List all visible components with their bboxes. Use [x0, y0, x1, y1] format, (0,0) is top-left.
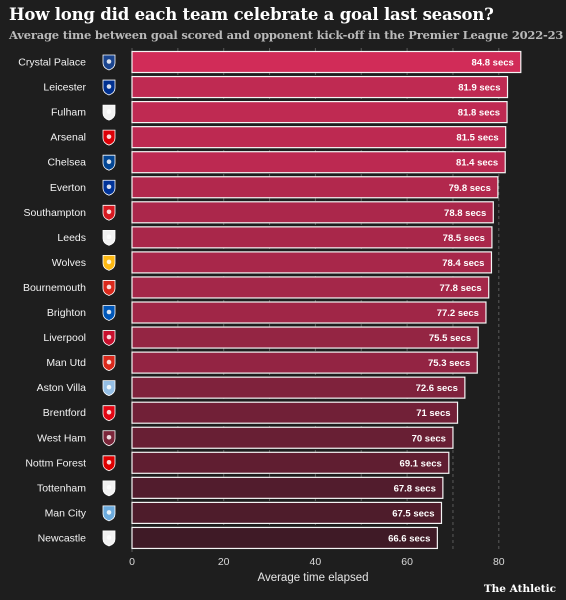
liverpool-badge-icon — [102, 330, 116, 346]
team-label: Newcastle — [38, 532, 87, 544]
bar — [131, 376, 466, 399]
leeds-badge-icon — [102, 229, 116, 246]
x-tick-label: 40 — [310, 556, 322, 568]
bar — [131, 326, 479, 349]
crystal-palace-badge-icon — [102, 54, 116, 71]
bar-value-label: 78.5 secs — [443, 233, 485, 244]
bar-value-label: 77.2 secs — [437, 308, 479, 319]
team-label: Tottenham — [37, 482, 86, 494]
bar-value-label: 77.8 secs — [439, 283, 481, 294]
bar — [131, 100, 508, 124]
bar — [131, 75, 509, 99]
bar — [131, 451, 450, 474]
bar — [131, 501, 443, 524]
bar-value-label: 78.8 secs — [444, 208, 486, 219]
team-label: Fulham — [51, 107, 86, 119]
bar-value-label: 72.6 secs — [416, 383, 458, 394]
grid-layer — [131, 48, 500, 552]
x-tick-label: 20 — [218, 556, 230, 568]
bar-value-label: 81.5 secs — [456, 133, 498, 144]
bar — [131, 201, 494, 224]
brentford-badge-icon — [102, 405, 116, 422]
team-label: Aston Villa — [37, 382, 87, 394]
arsenal-badge-icon — [102, 129, 116, 146]
x-tick-label: 60 — [401, 556, 413, 568]
bars-layer — [131, 50, 522, 550]
labels-layer: 84.8 secs Crystal Palace 81.9 secs Leiceste… — [18, 54, 514, 547]
team-label: West Ham — [37, 432, 86, 444]
team-label: Man Utd — [46, 357, 86, 369]
bar-value-label: 67.5 secs — [392, 508, 434, 519]
bar — [131, 426, 454, 449]
x-tick-label: 80 — [493, 556, 505, 568]
bar — [131, 50, 522, 74]
wolves-badge-icon — [102, 255, 116, 271]
bar-value-label: 75.3 secs — [428, 358, 470, 369]
brighton-badge-icon — [102, 305, 116, 321]
team-label: Arsenal — [50, 132, 86, 144]
bar-value-label: 71 secs — [416, 408, 450, 419]
x-axis-title: Average time elapsed — [257, 572, 368, 584]
everton-badge-icon — [102, 179, 116, 196]
bar — [131, 251, 493, 274]
leicester-badge-icon — [102, 79, 116, 96]
team-label: Brentford — [43, 407, 86, 419]
bar-value-label: 66.6 secs — [388, 533, 430, 544]
team-label: Chelsea — [47, 157, 86, 169]
bar-value-label: 78.4 secs — [442, 258, 484, 269]
team-label: Leeds — [57, 232, 86, 244]
brand-logo: The Athletic — [483, 583, 556, 595]
team-label: Wolves — [52, 257, 86, 269]
bar — [131, 476, 444, 499]
team-label: Crystal Palace — [18, 57, 86, 69]
team-label: Southampton — [24, 207, 87, 219]
team-label: Bournemouth — [23, 282, 86, 294]
bar-value-label: 81.4 secs — [456, 158, 498, 169]
bar — [131, 351, 478, 374]
newcastle-badge-icon — [102, 530, 116, 547]
team-label: Nottm Forest — [25, 457, 86, 469]
tottenham-badge-icon — [102, 480, 116, 497]
team-label: Everton — [50, 182, 86, 194]
team-label: Man City — [45, 507, 87, 519]
man-city-badge-icon — [102, 505, 116, 522]
bar-value-label: 81.8 secs — [458, 108, 500, 119]
bar — [131, 301, 487, 324]
bar — [131, 276, 490, 299]
bar — [131, 126, 507, 149]
chelsea-badge-icon — [102, 154, 116, 171]
bar-value-label: 75.5 secs — [429, 333, 471, 344]
nottm-forest-badge-icon — [102, 455, 116, 472]
bar — [131, 176, 499, 199]
bar — [131, 526, 438, 550]
aston-villa-badge-icon — [102, 380, 116, 397]
bar-value-label: 69.1 secs — [400, 458, 442, 469]
bar-value-label: 84.8 secs — [472, 58, 514, 69]
west-ham-badge-icon — [102, 430, 116, 447]
bar-value-label: 81.9 secs — [458, 83, 500, 94]
bournemouth-badge-icon — [102, 280, 116, 296]
bar-value-label: 79.8 secs — [449, 183, 491, 194]
bar-value-label: 70 secs — [412, 433, 446, 444]
team-label: Brighton — [47, 307, 86, 319]
bar — [131, 401, 459, 424]
team-label: Leicester — [43, 82, 86, 94]
bar — [131, 151, 506, 174]
man-utd-badge-icon — [102, 355, 116, 372]
southampton-badge-icon — [102, 204, 116, 221]
bar-value-label: 67.8 secs — [394, 483, 436, 494]
team-label: Liverpool — [43, 332, 86, 344]
fulham-badge-icon — [102, 104, 116, 121]
bar — [131, 226, 493, 249]
chart-subtitle: Average time between goal scored and opp… — [9, 28, 564, 42]
x-tick-label: 0 — [129, 556, 135, 568]
chart-title: How long did each team celebrate a goal … — [9, 5, 494, 24]
x-axis: 0 20 40 60 80 Average time elapsed — [129, 556, 505, 584]
